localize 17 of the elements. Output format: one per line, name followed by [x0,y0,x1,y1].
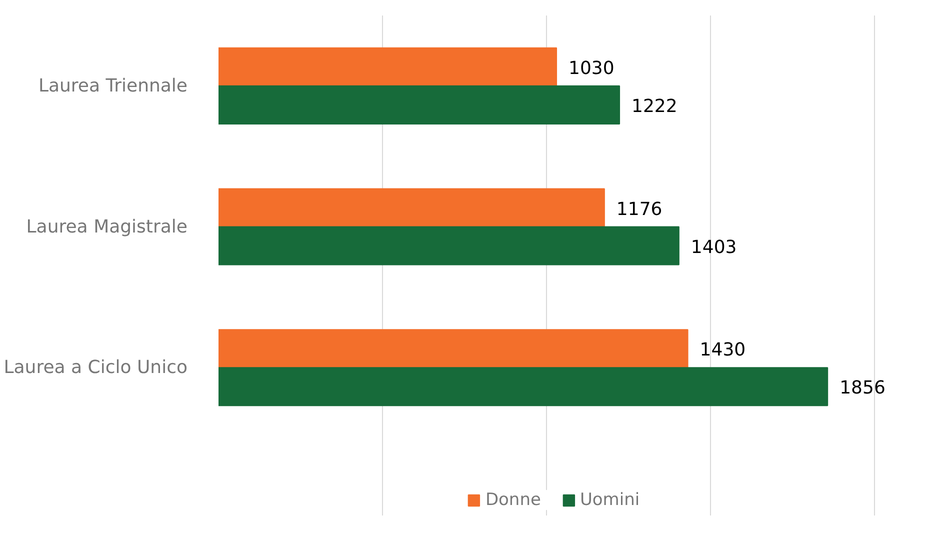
data-label: 1403 [690,236,737,258]
data-label: 1030 [568,58,614,79]
bar [218,47,558,86]
legend-label: Donne [485,490,541,510]
data-label: 1176 [616,198,662,220]
bar [218,367,828,406]
y-tick-label: Laurea Magistrale [26,216,188,238]
bar [218,85,620,124]
data-label: 1856 [840,378,886,399]
y-tick-label: Laurea Triennale [38,75,188,96]
bar [218,188,605,228]
data-label: 1430 [700,340,746,361]
legend-label: Uomini [580,490,640,510]
y-tick-label: Laurea a Ciclo Unico [4,357,188,378]
bar [218,226,680,266]
data-label: 1222 [632,96,678,117]
bar [218,329,688,368]
